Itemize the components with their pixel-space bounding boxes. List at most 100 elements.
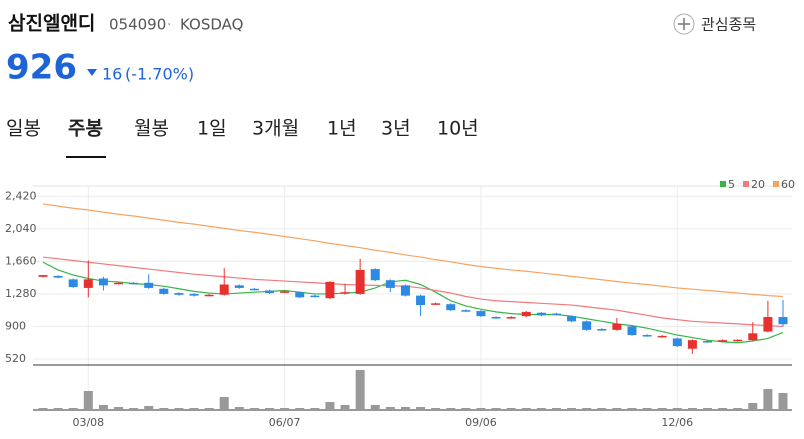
volume-bar [189, 408, 199, 410]
candle-body [114, 282, 124, 285]
tab[interactable]: 1년 [327, 118, 357, 140]
y-tick-label: 2,040 [5, 222, 37, 235]
tab[interactable]: 1일 [197, 118, 227, 140]
volume-bar [355, 370, 365, 410]
y-tick-label: 900 [5, 319, 26, 332]
volume-bar [325, 402, 335, 410]
candle-body [627, 326, 637, 336]
volume-bar [446, 408, 456, 410]
candle-body [551, 313, 561, 316]
volume-bar [370, 405, 380, 410]
price-change-pct: (-1.70%) [125, 65, 194, 84]
candle-body [310, 295, 320, 298]
y-tick-label: 2,420 [5, 189, 37, 202]
candle-body [431, 303, 441, 305]
candle-body [702, 341, 712, 343]
candle-body [204, 294, 214, 297]
volume-bar [295, 408, 305, 410]
candle-body [582, 321, 592, 330]
volume-bar [521, 408, 531, 410]
candle-body [68, 279, 78, 288]
tabs: 일봉 주봉 월봉 1일 3개월 1년 3년 10년 [6, 118, 479, 140]
dot: · [167, 17, 171, 33]
volume-bar [280, 408, 290, 410]
candle-body [506, 317, 516, 319]
volume-bar [219, 397, 229, 410]
legend-swatch [773, 181, 779, 187]
candle-body [189, 293, 199, 296]
tab[interactable]: 일봉 [6, 118, 41, 140]
ma-line [42, 203, 784, 298]
volume-bar [431, 408, 441, 410]
company: 삼진엘앤디 [8, 13, 95, 35]
volume-bar [416, 407, 426, 410]
price-change: 16 [102, 65, 122, 84]
volume-bar [642, 408, 652, 410]
volume-bar [702, 408, 712, 410]
plus-icon [678, 18, 690, 30]
volume-bar [174, 408, 184, 410]
candle-body [295, 292, 305, 298]
volume-bar [687, 408, 697, 410]
volume-bar [612, 408, 622, 410]
volume-bar [400, 407, 410, 410]
volume-bar [249, 408, 259, 410]
volume-bar [234, 407, 244, 410]
candle-body [536, 312, 546, 316]
candle-body [234, 285, 244, 288]
candle-body [763, 317, 773, 332]
candle-body [491, 317, 501, 319]
volume-bar [53, 408, 63, 410]
watch-button[interactable]: 관심종목 [673, 13, 756, 35]
volume-bar [68, 408, 78, 410]
volume-bar [83, 391, 93, 410]
candle-body [778, 317, 788, 325]
volume-bar [657, 408, 667, 410]
tab[interactable]: 주봉 [68, 118, 103, 140]
candle-body [748, 333, 758, 341]
volume-bar [733, 408, 743, 410]
volume-bar [672, 408, 682, 410]
candle-body [672, 338, 682, 347]
candle-body [355, 269, 365, 294]
candle-body [98, 278, 108, 286]
x-tick-label: 03/08 [72, 416, 104, 429]
candle-body [612, 323, 622, 330]
volume-bar [38, 408, 48, 410]
volume-bar [567, 408, 577, 410]
volume-bar [159, 408, 169, 410]
code: 054090 [109, 16, 166, 34]
candle-body [144, 282, 154, 288]
candle-body [733, 339, 743, 342]
candle-body [385, 280, 395, 288]
ma-line [42, 256, 784, 328]
volume-bar [763, 389, 773, 410]
tab[interactable]: 10년 [437, 118, 479, 140]
volume-bar [461, 408, 471, 410]
candle-body [174, 293, 184, 295]
current-price: 926 [6, 48, 77, 88]
volume-bar [778, 393, 788, 410]
x-tick-label: 09/06 [465, 416, 497, 429]
y-tick-label: 1,280 [5, 287, 37, 300]
volume-bar [310, 408, 320, 410]
legend-label: 5 [728, 178, 735, 191]
market: KOSDAQ [180, 16, 243, 34]
ma-line [42, 261, 784, 344]
legend-swatch [743, 181, 749, 187]
candle-body [370, 269, 380, 281]
tab[interactable]: 3개월 [252, 118, 299, 140]
tab[interactable]: 3년 [381, 118, 411, 140]
down-arrow [87, 69, 97, 76]
candle-body [476, 311, 486, 317]
x-tick-label: 06/07 [269, 416, 301, 429]
volume-bar [748, 403, 758, 410]
volume-bar [385, 407, 395, 410]
tab[interactable]: 월봉 [134, 118, 169, 140]
candle-body [340, 292, 350, 294]
x-tick-label: 12/06 [661, 416, 693, 429]
candle-body [265, 290, 275, 294]
